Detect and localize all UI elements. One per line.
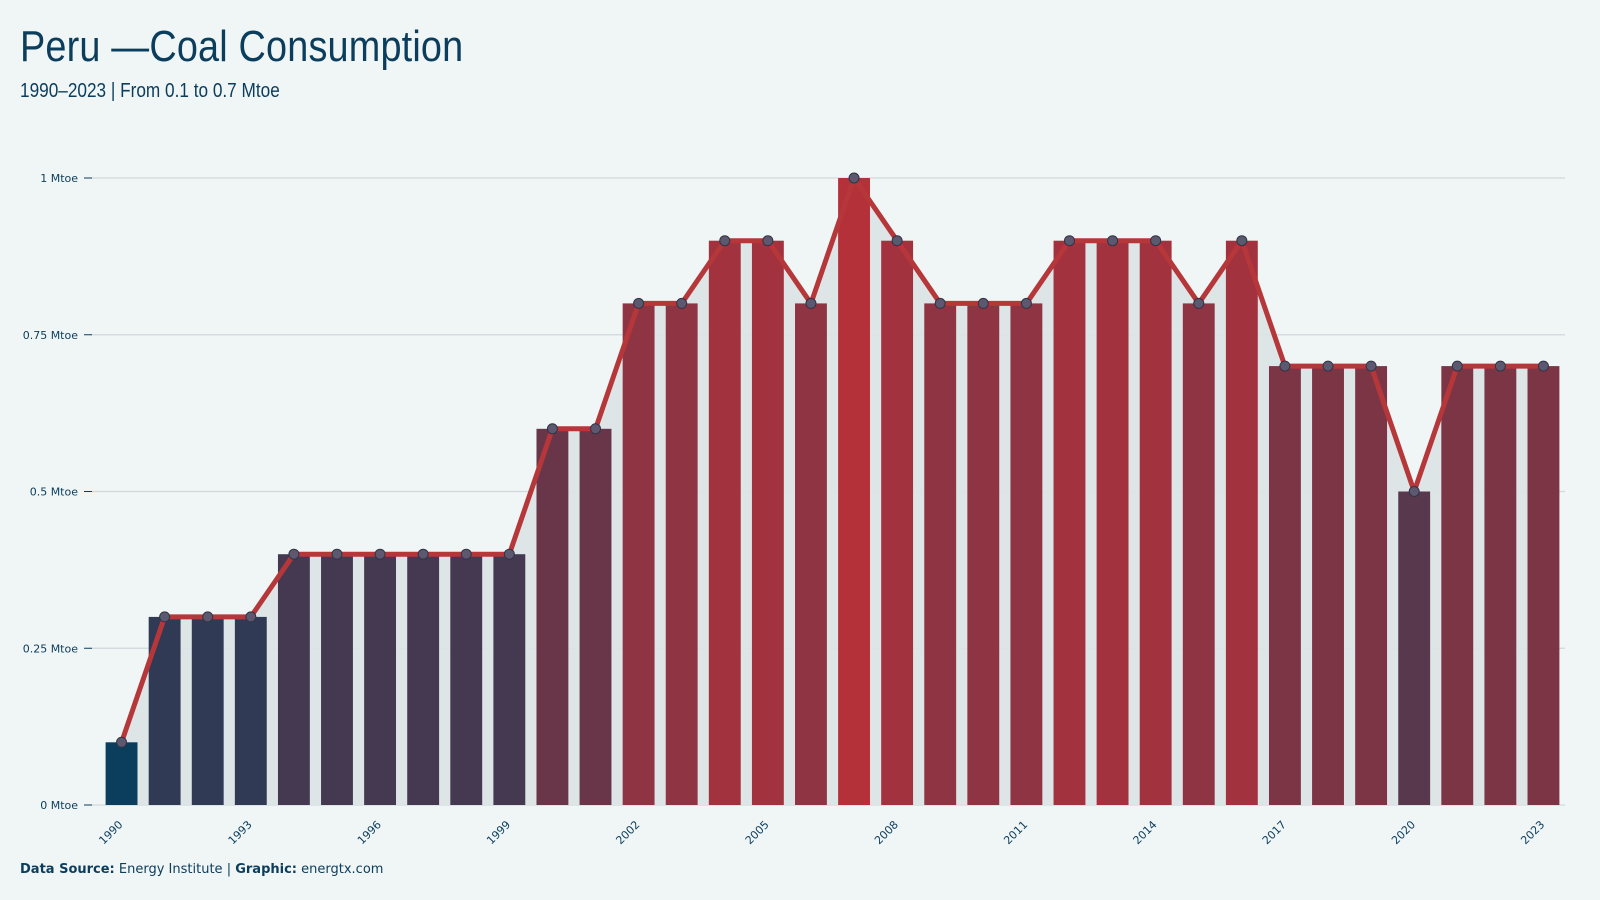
x-tick-label: 1990 (96, 818, 125, 847)
point-2022 (1494, 360, 1506, 372)
bar-2011 (1010, 303, 1043, 805)
point-2014 (1150, 235, 1162, 247)
point-2010 (977, 297, 989, 309)
point-1991 (159, 611, 171, 623)
point-1999 (503, 548, 515, 560)
point-1994 (288, 548, 300, 560)
bar-2016 (1225, 240, 1258, 805)
bar-2007 (838, 178, 870, 805)
point-1997 (417, 548, 429, 560)
point-2015 (1193, 297, 1205, 309)
point-2004 (719, 235, 731, 247)
point-1996 (374, 548, 386, 560)
y-axis-ticks: 0 Mtoe 0.25 Mtoe 0.5 Mtoe 0.75 Mtoe 1 Mtoe (23, 172, 92, 812)
bar-2020 (1398, 491, 1431, 805)
point-2005 (762, 235, 774, 247)
bar-1997 (407, 554, 440, 805)
point-1998 (460, 548, 472, 560)
bar-2012 (1053, 240, 1086, 805)
point-2000 (546, 423, 558, 435)
point-2012 (1063, 235, 1075, 247)
graphic-value: energtx.com (301, 862, 384, 877)
trend-line (119, 175, 1546, 745)
bar-1992 (191, 616, 224, 805)
y-tick-label: 0.75 Mtoe (23, 329, 79, 342)
point-1995 (331, 548, 343, 560)
bars (105, 178, 1560, 805)
bar-2010 (967, 303, 1000, 805)
bar-1998 (450, 554, 483, 805)
x-tick-label: 2017 (1260, 818, 1289, 847)
bar-2005 (751, 240, 784, 805)
bar-2003 (665, 303, 698, 805)
point-2003 (676, 297, 688, 309)
point-2020 (1408, 486, 1420, 497)
bar-1990 (105, 742, 138, 805)
x-tick-label: 2005 (743, 818, 772, 847)
point-2001 (590, 423, 602, 435)
footer-separator: | (226, 862, 232, 877)
y-tick-label: 0.5 Mtoe (30, 486, 79, 499)
point-2016 (1236, 235, 1248, 247)
point-2023 (1537, 360, 1549, 372)
point-2008 (891, 235, 903, 247)
x-tick-label: 1999 (484, 818, 513, 847)
bar-2021 (1441, 366, 1474, 805)
point-1990 (116, 736, 128, 748)
point-2007 (848, 172, 860, 184)
chart-title: Peru —Coal Consumption (20, 22, 464, 71)
point-2021 (1451, 360, 1463, 372)
bar-2004 (708, 240, 741, 805)
x-tick-label: 2008 (872, 818, 901, 847)
series-line (119, 175, 1546, 745)
y-tick-label: 0.25 Mtoe (23, 642, 79, 655)
bar-2002 (622, 303, 655, 805)
bar-2006 (795, 303, 827, 805)
markers (116, 172, 1549, 748)
bar-2018 (1312, 366, 1344, 805)
point-2009 (934, 297, 946, 309)
chart-subtitle: 1990–2023 | From 0.1 to 0.7 Mtoe (20, 80, 280, 102)
bar-1999 (493, 554, 526, 805)
source-value: Energy Institute (118, 862, 223, 877)
bar-2022 (1484, 366, 1517, 805)
point-2002 (633, 297, 645, 309)
point-2019 (1365, 360, 1377, 372)
bar-2009 (924, 303, 957, 805)
bar-1993 (234, 616, 267, 805)
point-1993 (245, 611, 257, 623)
bar-2013 (1096, 240, 1129, 805)
bar-2015 (1182, 303, 1215, 805)
x-tick-label: 2002 (613, 818, 642, 847)
point-2017 (1279, 360, 1291, 372)
x-tick-label: 1993 (226, 818, 255, 847)
x-tick-label: 1996 (355, 818, 384, 847)
point-2018 (1322, 360, 1334, 372)
footer: Data Source: Energy Institute | Graphic:… (20, 862, 383, 877)
bar-2008 (881, 240, 914, 805)
x-axis-ticks: 1990 1993 1996 1999 2002 2005 2008 2011 2014 2017… (96, 818, 1547, 847)
bar-1996 (364, 554, 397, 805)
y-tick-label: 1 Mtoe (40, 172, 78, 185)
bar-2023 (1527, 366, 1560, 805)
point-2011 (1020, 297, 1032, 309)
x-tick-label: 2020 (1389, 818, 1418, 847)
x-tick-label: 2023 (1518, 818, 1547, 847)
point-2006 (805, 297, 817, 309)
bar-1994 (277, 554, 310, 805)
bar-2017 (1268, 366, 1301, 805)
bar-2014 (1139, 240, 1172, 805)
bar-2001 (579, 428, 612, 805)
x-tick-label: 2014 (1131, 818, 1160, 847)
point-2013 (1107, 235, 1119, 247)
bar-2019 (1355, 366, 1388, 805)
source-label: Data Source: (20, 862, 115, 877)
graphic-label: Graphic: (235, 862, 297, 877)
y-tick-label: 0 Mtoe (40, 799, 78, 812)
x-tick-label: 2011 (1001, 818, 1030, 847)
bar-2000 (536, 428, 569, 805)
point-1992 (202, 611, 214, 623)
bar-1995 (321, 554, 353, 805)
